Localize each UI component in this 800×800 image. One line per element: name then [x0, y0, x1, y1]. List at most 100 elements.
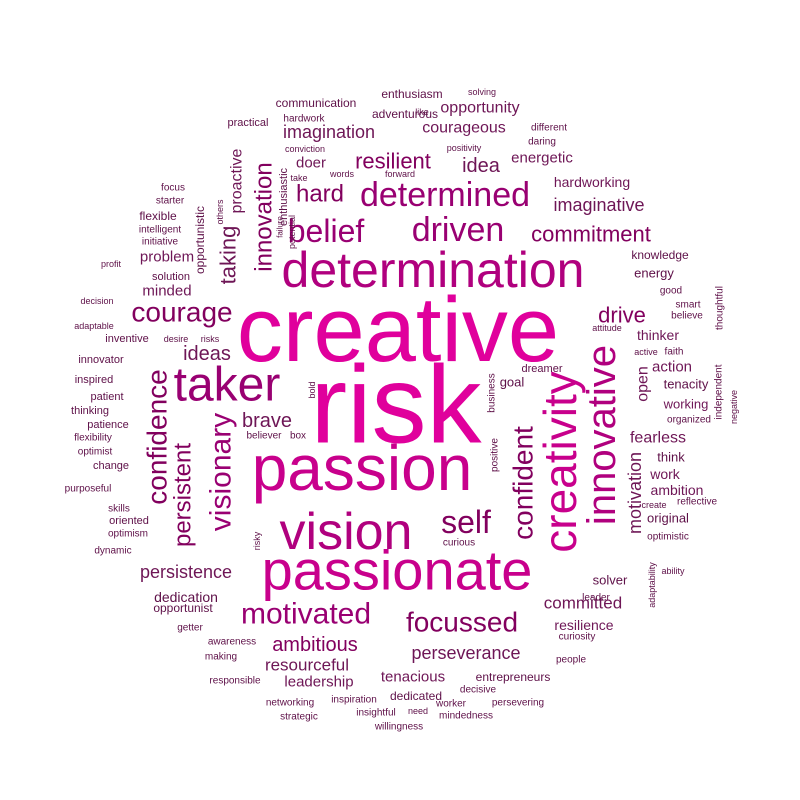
word-opportunity: opportunity [440, 100, 519, 117]
word-hardwork: hardwork [283, 114, 325, 125]
word-problem: problem [140, 249, 194, 266]
word-inventive: inventive [105, 333, 148, 345]
word-take: take [290, 173, 307, 183]
word-taker: taker [174, 359, 281, 412]
word-profit: profit [101, 259, 122, 269]
word-willingness: willingness [374, 722, 423, 733]
word-creativity: creativity [534, 371, 586, 552]
word-adventurous: adventurous [372, 107, 438, 121]
word-energy: energy [634, 266, 674, 281]
word-failure: failure [276, 216, 285, 238]
word-commitment: commitment [531, 222, 651, 247]
word-patience: patience [87, 419, 129, 431]
word-ideas: ideas [183, 343, 231, 365]
word-tenacious: tenacious [381, 669, 445, 686]
word-risky: risky [252, 531, 262, 550]
word-intelligent: intelligent [139, 225, 181, 236]
word-courage: courage [131, 297, 232, 328]
word-thinking: thinking [71, 405, 109, 417]
word-innovation: innovation [251, 162, 278, 271]
word-imaginative: imaginative [553, 195, 644, 215]
word-inspired: inspired [75, 374, 114, 386]
word-resourceful: resourceful [265, 656, 349, 675]
word-action: action [652, 359, 692, 376]
word-energetic: energetic [511, 150, 573, 167]
word-persistent: persistent [170, 443, 197, 547]
word-dreamer: dreamer [522, 363, 563, 375]
word-persevering: persevering [492, 698, 544, 709]
word-networking: networking [266, 698, 314, 709]
word-creative: creative [237, 279, 559, 381]
word-solving: solving [468, 87, 496, 97]
word-motivation: motivation [625, 452, 645, 534]
word-create: create [641, 500, 666, 510]
word-adaptable: adaptable [74, 321, 114, 331]
word-solution: solution [152, 271, 190, 283]
word-smart: smart [676, 300, 701, 311]
word-patient: patient [90, 391, 123, 403]
word-motivated: motivated [241, 598, 371, 631]
word-active: active [634, 347, 658, 357]
word-solver: solver [593, 573, 628, 588]
word-believe: believe [671, 311, 703, 322]
word-courageous: courageous [422, 120, 506, 137]
word-optimistic: optimistic [647, 532, 689, 543]
word-insightful: insightful [356, 708, 395, 719]
word-optimist: optimist [78, 447, 113, 458]
word-focussed: focussed [406, 607, 518, 638]
word-minded: minded [142, 283, 191, 300]
word-opportunist: opportunist [153, 601, 213, 615]
word-work: work [649, 466, 681, 482]
word-curiosity: curiosity [559, 632, 596, 643]
word-leadership: leadership [284, 674, 353, 691]
word-dedication: dedication [154, 589, 218, 605]
word-passionate: passionate [262, 539, 533, 602]
word-imagination: imagination [283, 122, 375, 142]
word-confident: confident [508, 426, 539, 540]
word-dynamic: dynamic [94, 546, 131, 557]
word-innovative: innovative [580, 345, 624, 525]
word-enthusiasm: enthusiasm [381, 87, 442, 101]
word-think: think [657, 450, 685, 465]
word-dedicated: dedicated [390, 689, 442, 703]
word-hardworking: hardworking [554, 174, 630, 190]
word-like: like [415, 107, 429, 117]
word-doer: doer [296, 155, 326, 172]
word-curious: curious [443, 538, 475, 549]
word-idea: idea [462, 155, 501, 177]
word-desire: desire [164, 334, 189, 344]
word-proactive: proactive [229, 148, 246, 213]
word-tenacity: tenacity [664, 377, 709, 392]
word-open: open [635, 366, 652, 402]
word-adaptability: adaptability [647, 562, 657, 608]
word-negative: negative [729, 390, 739, 424]
word-decision: decision [80, 296, 113, 306]
word-innovator: innovator [78, 354, 124, 366]
word-original: original [647, 511, 689, 526]
word-knowledge: knowledge [631, 248, 689, 262]
word-belief: belief [288, 213, 365, 249]
word-enthusiastic: enthusiastic [278, 167, 290, 226]
word-different: different [531, 123, 567, 134]
word-organized: organized [667, 415, 711, 426]
word-leader: leader [582, 593, 610, 604]
word-making: making [205, 652, 237, 663]
word-purposeful: purposeful [65, 484, 112, 495]
word-focus: focus [161, 183, 185, 194]
word-ambitious: ambitious [272, 634, 358, 656]
word-daring: daring [528, 137, 556, 148]
word-ability: ability [661, 566, 685, 576]
word-bold: bold [307, 381, 317, 398]
word-initiative: initiative [142, 237, 179, 248]
word-perseverance: perseverance [411, 643, 520, 663]
word-mindedness: mindedness [439, 711, 493, 722]
word-thinker: thinker [637, 327, 679, 343]
word-optimism: optimism [108, 529, 148, 540]
word-business: business [487, 373, 498, 412]
word-good: good [660, 286, 682, 297]
word-awareness: awareness [208, 637, 256, 648]
word-confidence: confidence [142, 369, 173, 504]
word-worker: worker [435, 699, 467, 710]
